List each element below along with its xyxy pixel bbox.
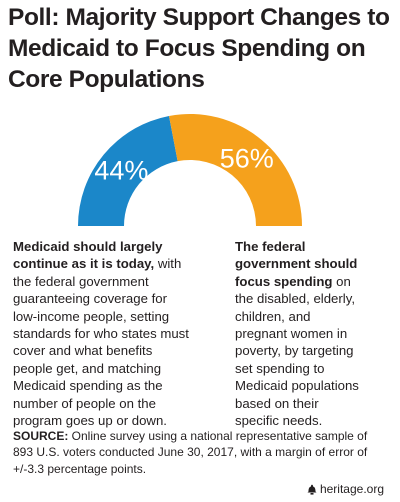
slice-label: 56% <box>220 143 274 173</box>
left-text-line: number of people on the <box>13 395 156 411</box>
donut-slice <box>169 114 302 226</box>
source-note: SOURCE: Online survey using a national r… <box>13 428 393 477</box>
left-text-line: guaranteeing coverage for <box>13 291 167 307</box>
donut-slice <box>78 115 178 226</box>
footer-text: heritage.org <box>319 482 384 496</box>
right-text-line: specific needs. <box>235 413 323 429</box>
source-line: 893 U.S. voters conducted June 30, 2017,… <box>13 445 368 460</box>
right-text-line: Medicaid populations <box>235 378 359 394</box>
heritage-bell-icon <box>307 484 317 495</box>
title-line: Poll: Majority Support Changes to <box>8 4 390 31</box>
chart-title: Poll: Majority Support Changes to Medica… <box>8 2 396 95</box>
right-text-line: based on their <box>235 395 319 411</box>
right-bold-line: The federal <box>235 239 306 254</box>
right-bold-line: focus spending on <box>235 273 351 289</box>
left-text-line: low-income people, setting <box>13 308 170 324</box>
left-text-line: the federal government <box>13 273 149 289</box>
left-bold-line: Medicaid should largely <box>13 239 163 254</box>
right-text-line: the disabled, elderly, <box>235 291 355 307</box>
left-text-line: people get, and matching <box>13 360 162 376</box>
title-line: Core Populations <box>8 66 205 93</box>
source-line: +/-3.3 percentage points. <box>13 461 147 476</box>
semicircle-donut-chart: 44% 56% <box>78 114 302 226</box>
left-text-line: program goes up or down. <box>13 413 167 429</box>
right-text-line: children, and <box>235 308 311 324</box>
left-text-line: Medicaid spending as the <box>13 378 163 394</box>
right-text-line: pregnant women in <box>235 326 348 342</box>
right-text-line: set spending to <box>235 360 325 376</box>
right-column-description: The federal government should focus spen… <box>235 238 395 429</box>
left-bold-line: continue as it is today, with <box>13 256 182 272</box>
left-column-description: Medicaid should largely continue as it i… <box>13 238 218 429</box>
source-first-line: SOURCE: Online survey using a national r… <box>13 429 368 443</box>
left-text-line: standards for who states must <box>13 326 189 342</box>
title-line: Medicaid to Focus Spending on <box>8 35 366 62</box>
right-text-line: poverty, by targeting <box>235 343 354 359</box>
footer-brand: heritage.org <box>307 482 384 496</box>
right-bold-line: government should <box>235 256 358 272</box>
slice-label: 44% <box>94 155 148 185</box>
left-text-line: cover and what benefits <box>13 343 153 359</box>
